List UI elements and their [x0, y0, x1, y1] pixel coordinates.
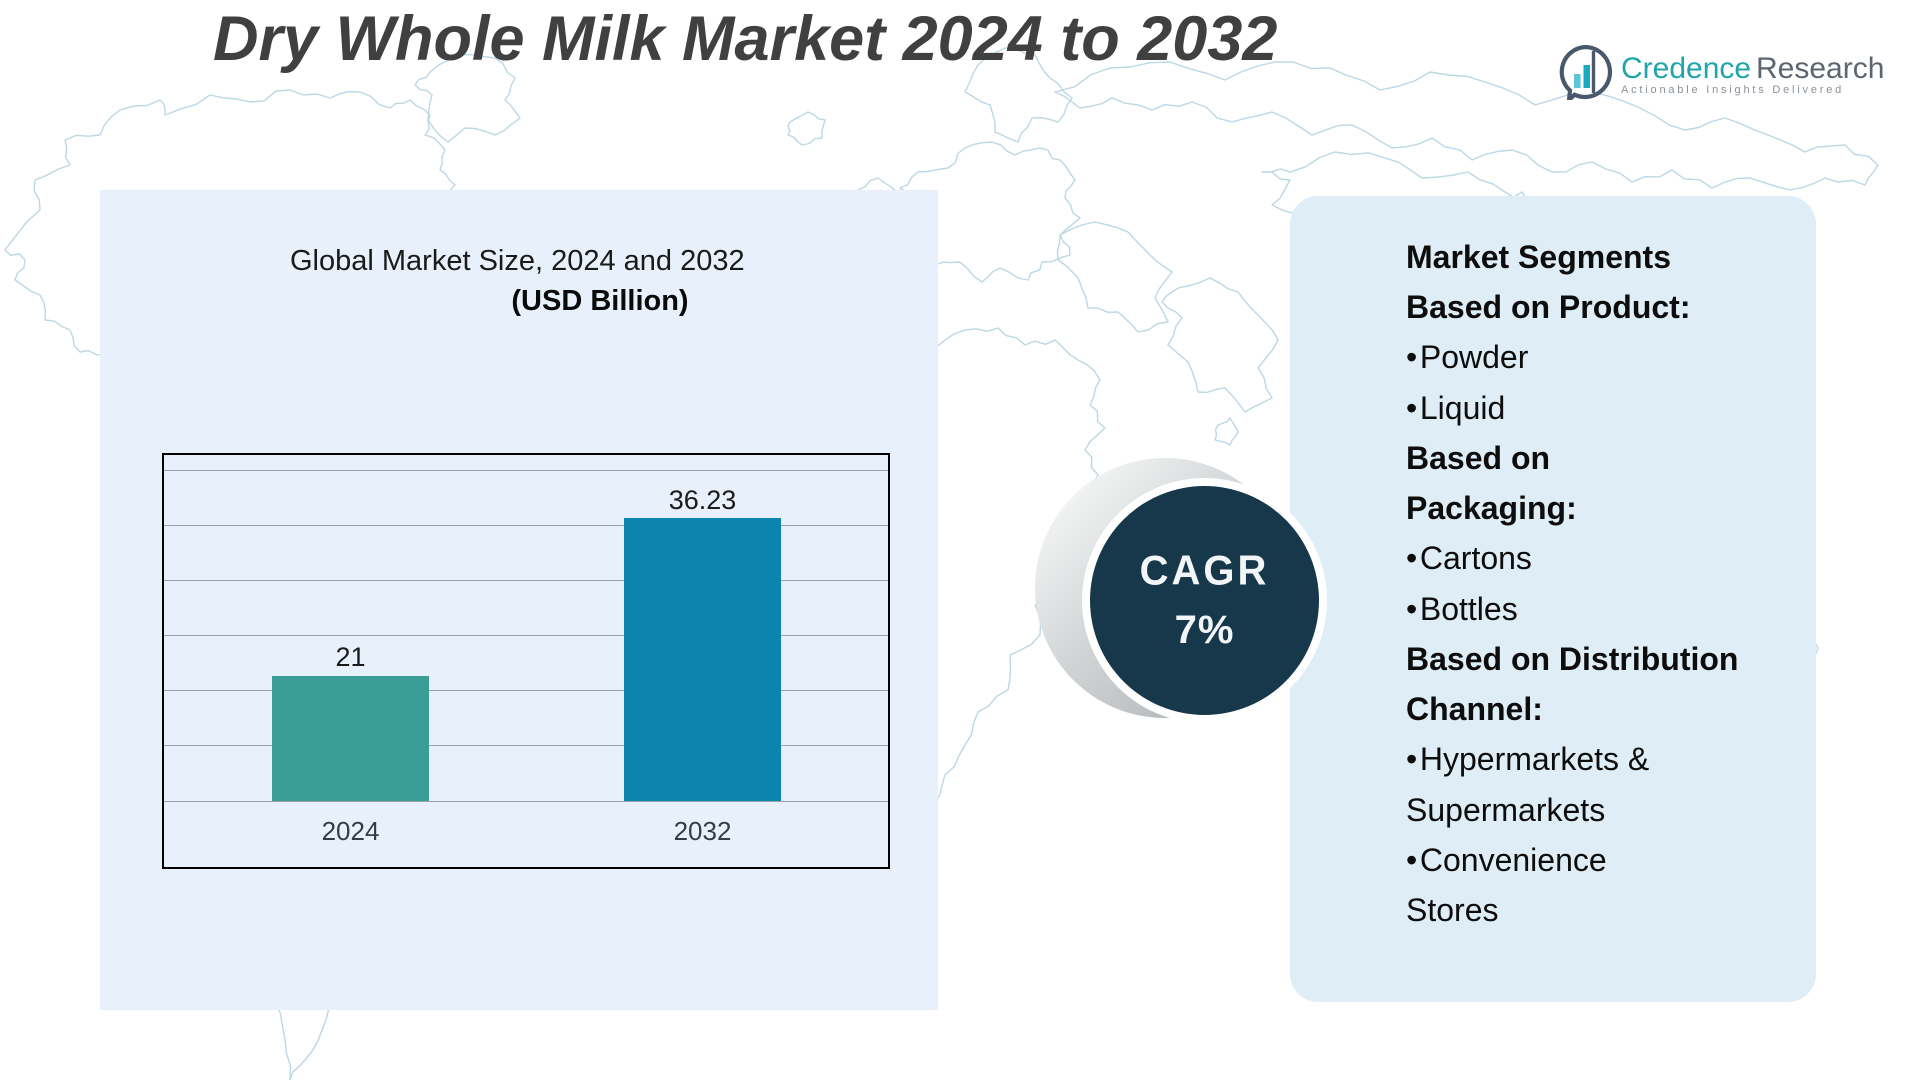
svg-text:Credence: Credence: [1621, 52, 1751, 85]
svg-text:Actionable Insights Delivered: Actionable Insights Delivered: [1621, 84, 1844, 96]
svg-text:Research: Research: [1756, 52, 1884, 85]
